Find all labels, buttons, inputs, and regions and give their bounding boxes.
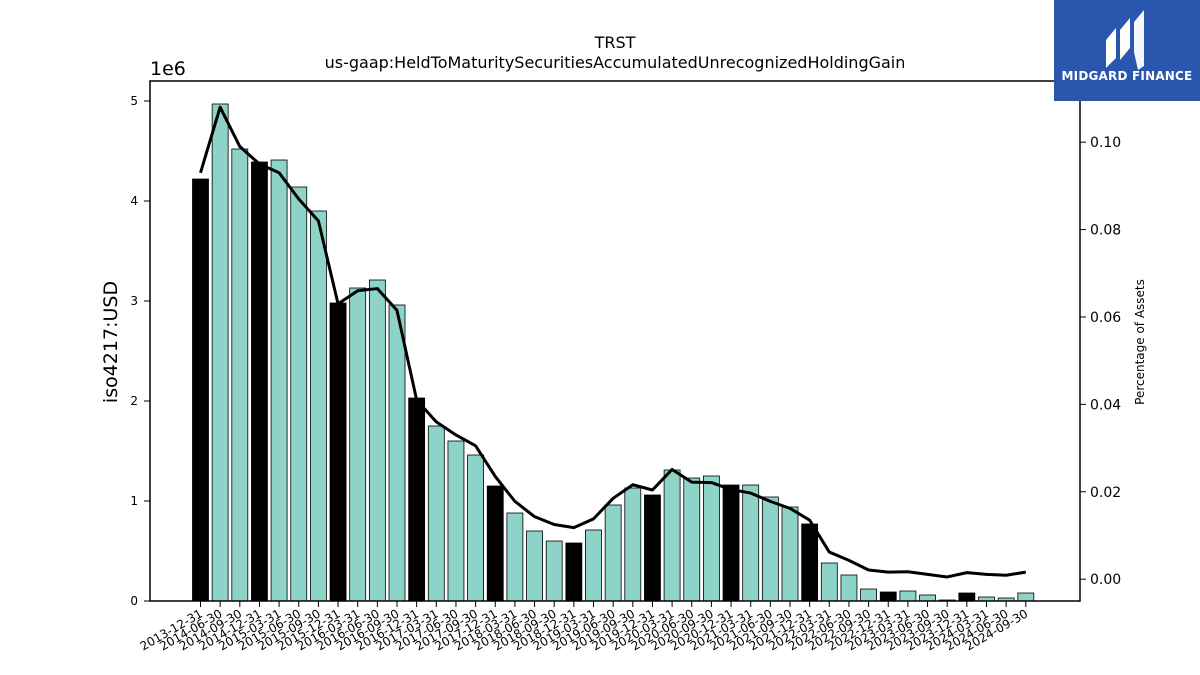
bar [585, 529, 602, 602]
bar [899, 590, 917, 602]
bar [231, 148, 249, 602]
bar [368, 279, 386, 602]
bar [486, 485, 504, 602]
bar [251, 161, 268, 602]
bar [761, 496, 779, 602]
bar [349, 287, 367, 602]
bar [722, 484, 740, 602]
bar [506, 512, 524, 602]
bar [447, 440, 465, 602]
bar [958, 592, 976, 602]
y2-axis-label: Percentage of Assets [1133, 279, 1147, 405]
bar [840, 574, 858, 602]
y-tick-label: 1 [130, 494, 138, 508]
bar [624, 487, 642, 602]
y2-tick-label: 0.00 [1090, 572, 1121, 588]
y2-tick-label: 0.04 [1090, 397, 1121, 413]
y2-tick-label: 0.08 [1090, 223, 1121, 239]
bar [644, 494, 661, 602]
bar [604, 504, 622, 602]
bar [781, 506, 799, 602]
bar [703, 475, 720, 602]
bar [388, 304, 406, 602]
bar [919, 594, 936, 602]
bar [801, 523, 819, 602]
bar [329, 302, 347, 602]
bar [663, 469, 681, 602]
bar [879, 591, 897, 602]
plot-frame [149, 80, 1081, 602]
y-tick-label: 2 [130, 394, 138, 408]
percentage-line [199, 105, 1027, 579]
y-tick-label: 3 [130, 294, 138, 308]
chart-subtitle: us-gaap:HeldToMaturitySecuritiesAccumula… [325, 53, 906, 72]
midgard-logo-icon [1106, 10, 1144, 70]
bar [683, 477, 701, 602]
bar [270, 159, 288, 602]
bar [290, 186, 308, 602]
bar [860, 588, 877, 602]
bar [565, 542, 583, 602]
y-tick-label: 5 [130, 94, 138, 108]
chart-title: TRST [594, 33, 636, 52]
bar [309, 210, 327, 602]
midgard-finance-logo: MIDGARD FINANCE [1054, 0, 1200, 101]
y2-tick-label: 0.10 [1090, 135, 1121, 151]
axes: 0123450.000.020.040.060.080.102013-12-31… [130, 94, 1121, 653]
bar-series [192, 103, 1035, 602]
y-tick-label: 4 [130, 194, 138, 208]
bar [408, 397, 426, 602]
bar [1017, 592, 1035, 602]
bar [427, 425, 445, 602]
bar [820, 562, 838, 602]
bar [742, 484, 760, 602]
y-scale-label: 1e6 [150, 58, 186, 80]
y2-tick-label: 0.06 [1090, 310, 1121, 326]
bar [211, 103, 229, 602]
bar [545, 540, 563, 602]
y-axis-label: iso4217:USD [100, 281, 122, 403]
y2-tick-label: 0.02 [1090, 485, 1121, 501]
y-tick-label: 0 [130, 594, 138, 608]
percentage-line-series [199, 105, 1027, 579]
bar [526, 530, 543, 602]
bar [192, 178, 209, 602]
brand-name: MIDGARD FINANCE [1061, 69, 1193, 83]
bar [467, 454, 485, 602]
